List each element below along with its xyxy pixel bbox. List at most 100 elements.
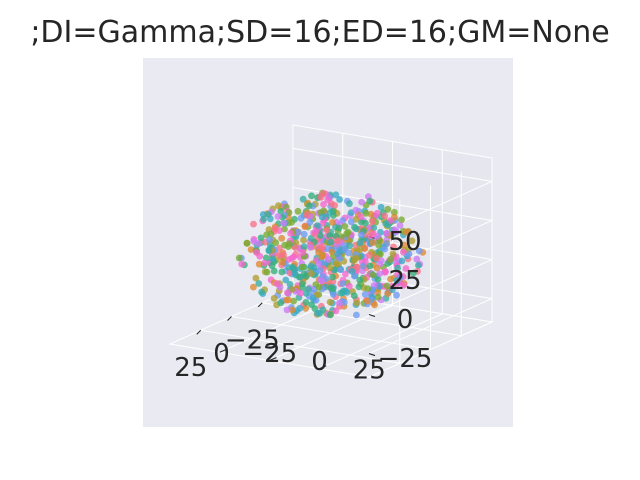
data-point: [324, 196, 332, 204]
data-point: [329, 291, 337, 298]
data-point: [345, 282, 353, 290]
y-tick-label-0: −25: [242, 339, 297, 369]
x-tick-1: [227, 316, 232, 321]
data-point: [274, 213, 282, 220]
data-point: [389, 250, 397, 258]
data-point: [398, 257, 406, 265]
y-tick-label-1: 0: [311, 347, 328, 377]
data-point: [290, 297, 297, 305]
data-point: [326, 311, 334, 319]
x-tick-label-2: 25: [174, 353, 207, 383]
data-point: [326, 209, 334, 216]
z-tick-label-2: 0: [397, 305, 414, 335]
data-point: [337, 289, 345, 297]
data-point: [282, 276, 290, 284]
data-point: [260, 215, 267, 223]
data-point: [327, 238, 335, 246]
data-point: [329, 273, 336, 281]
data-point: [394, 264, 401, 272]
data-point: [396, 222, 404, 229]
data-point: [400, 241, 408, 249]
data-point: [288, 218, 295, 226]
data-point: [329, 219, 336, 226]
data-point: [294, 228, 302, 236]
data-point: [306, 244, 314, 251]
data-point: [332, 191, 340, 199]
data-point: [387, 255, 395, 263]
data-point: [402, 228, 410, 236]
data-point: [408, 237, 416, 245]
data-point: [290, 253, 298, 261]
data-point: [398, 216, 405, 224]
data-point: [270, 295, 278, 302]
data-point: [381, 212, 389, 220]
data-point: [324, 256, 332, 263]
data-point: [366, 197, 374, 205]
data-point: [276, 252, 284, 259]
z-grid-left-3: [292, 265, 493, 300]
data-point: [299, 284, 307, 292]
data-point: [358, 198, 365, 206]
data-point: [374, 293, 382, 301]
data-point: [353, 311, 360, 319]
data-point: [315, 284, 323, 291]
data-point: [415, 262, 422, 269]
data-point: [269, 255, 277, 263]
data-point: [263, 268, 271, 276]
data-point: [315, 248, 322, 256]
z-tick-3: [368, 353, 376, 357]
data-point: [341, 223, 349, 230]
x-tick-0: [257, 302, 263, 308]
data-point: [400, 248, 407, 256]
data-point: [262, 254, 270, 262]
data-point: [352, 254, 360, 262]
x-tick-label-0: −25: [225, 325, 280, 355]
data-point: [374, 276, 382, 283]
x-tick-label-1: 0: [213, 339, 230, 369]
data-point: [257, 234, 265, 242]
y-tick-2: [319, 365, 327, 370]
data-point: [356, 246, 364, 254]
data-point: [387, 275, 394, 283]
data-point: [390, 226, 398, 234]
data-point: [314, 260, 322, 267]
data-point: [299, 249, 306, 256]
y-grid-floor-2: [319, 313, 443, 370]
data-point: [268, 262, 276, 270]
data-point: [337, 266, 345, 274]
data-point: [266, 236, 273, 244]
data-point: [369, 271, 377, 279]
data-point: [332, 307, 340, 315]
data-point: [373, 209, 381, 217]
data-point: [319, 260, 327, 267]
data-point: [335, 299, 343, 307]
data-point: [287, 229, 294, 237]
data-point: [336, 196, 343, 203]
data-point: [410, 269, 417, 277]
data-point: [375, 241, 383, 249]
data-point: [314, 309, 321, 317]
data-point: [393, 291, 400, 299]
data-point: [299, 195, 307, 203]
data-point: [356, 276, 364, 284]
data-point: [376, 270, 384, 277]
data-point: [235, 254, 243, 262]
data-point: [402, 265, 410, 272]
data-point: [306, 218, 314, 226]
data-point: [300, 236, 307, 244]
data-point: [413, 255, 421, 263]
data-point: [329, 285, 337, 292]
data-point: [326, 298, 334, 306]
y-tick-label-2: 25: [353, 355, 386, 385]
data-point: [363, 297, 371, 305]
data-point: [390, 243, 397, 251]
data-point: [384, 290, 392, 297]
data-point: [314, 222, 321, 230]
data-point: [353, 263, 361, 271]
z-tick-label-3: −25: [378, 344, 433, 374]
data-point: [335, 224, 343, 232]
data-point: [332, 260, 340, 267]
z-tick-2: [368, 314, 376, 318]
data-point: [285, 296, 292, 304]
chart-title: ;DI=Gamma;SD=16;ED=16;GM=None: [30, 15, 610, 50]
